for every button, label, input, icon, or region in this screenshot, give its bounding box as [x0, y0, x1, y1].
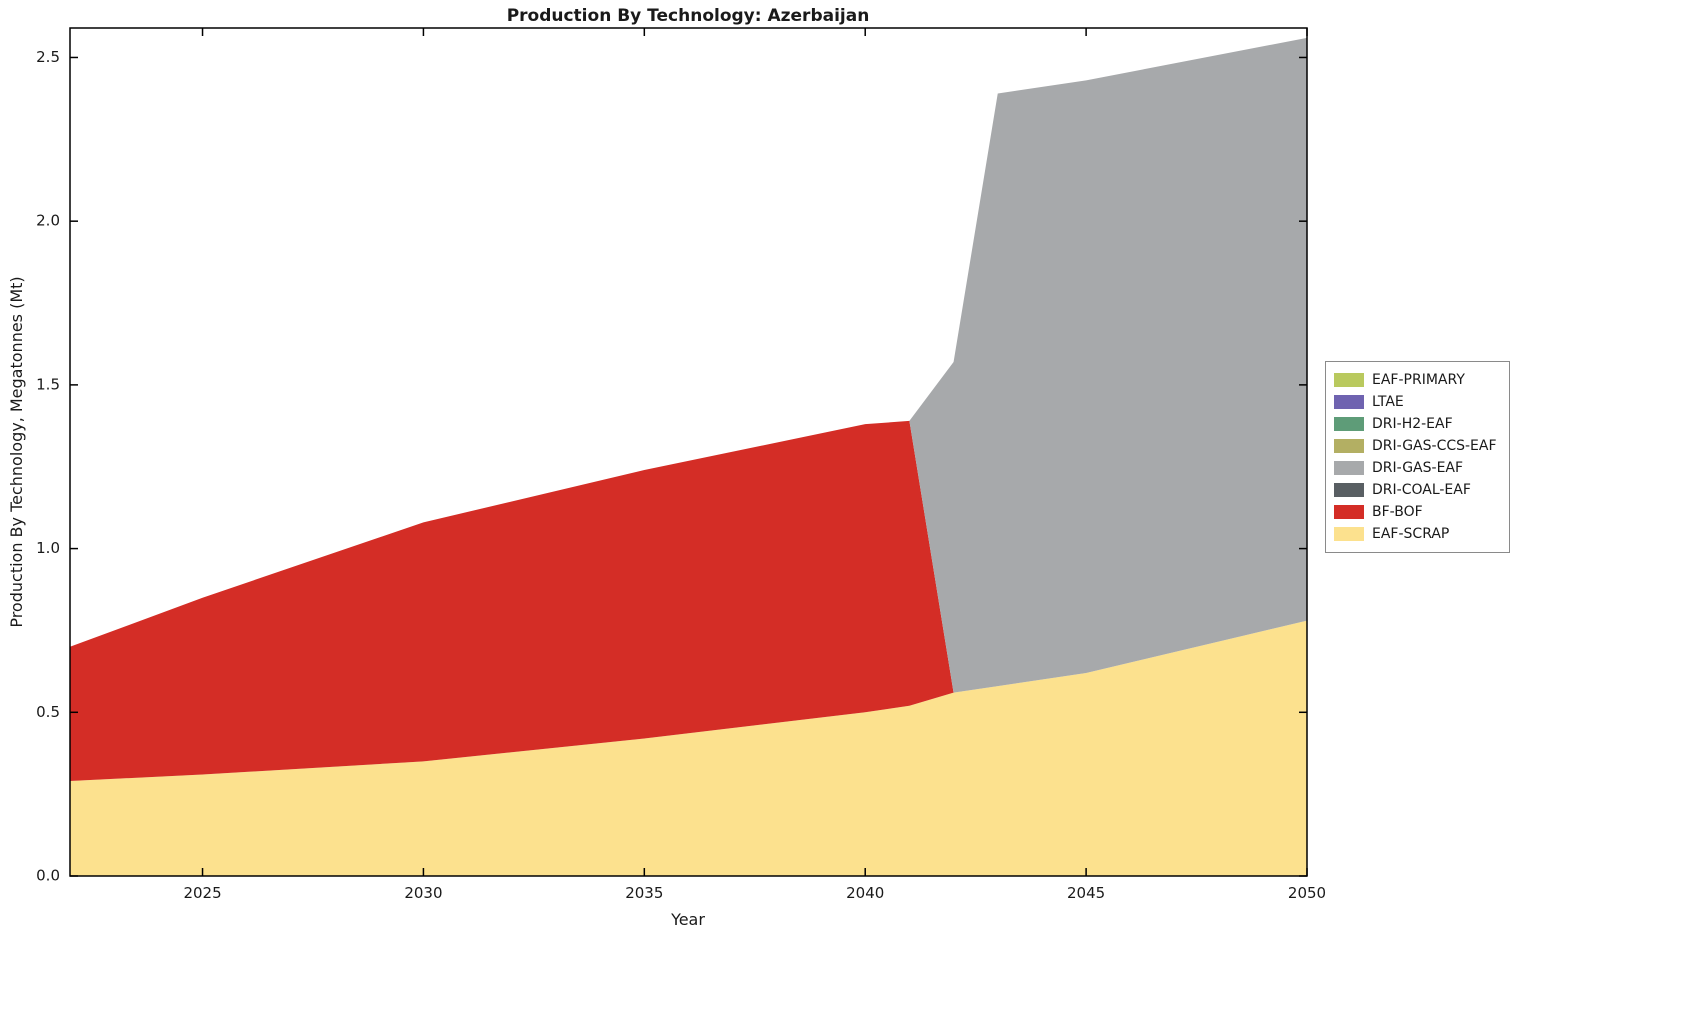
legend-item-dri-gas-eaf: DRI-GAS-EAF	[1334, 457, 1497, 479]
x-tick-label: 2040	[846, 884, 884, 902]
y-tick-label: 0.5	[36, 703, 60, 721]
x-tick-label: 2025	[183, 884, 221, 902]
legend-item-dri-h2-eaf: DRI-H2-EAF	[1334, 413, 1497, 435]
area-eaf-scrap	[70, 620, 1307, 876]
legend-swatch-dri-gas-eaf	[1334, 461, 1364, 475]
legend-label: DRI-COAL-EAF	[1372, 482, 1471, 498]
y-tick-label: 0.0	[36, 867, 60, 885]
legend-swatch-ltae	[1334, 395, 1364, 409]
legend-label: LTAE	[1372, 394, 1404, 410]
legend-item-ltae: LTAE	[1334, 391, 1497, 413]
legend-label: BF-BOF	[1372, 504, 1423, 520]
legend-item-dri-coal-eaf: DRI-COAL-EAF	[1334, 479, 1497, 501]
axes-box	[69, 27, 1308, 877]
x-tick-label: 2035	[625, 884, 663, 902]
legend-swatch-eaf-primary	[1334, 373, 1364, 387]
tick-labels: 2025 2030 2035 2040 2045 2050 0.0 0.5 1.0 1.5 2.0 2…	[36, 48, 1326, 902]
legend-label: DRI-GAS-CCS-EAF	[1372, 438, 1497, 454]
legend-swatch-bf-bof	[1334, 505, 1364, 519]
legend-item-bf-bof: BF-BOF	[1334, 501, 1497, 523]
area-dri-gas-eaf	[70, 37, 1307, 693]
y-tick-label: 2.0	[36, 212, 60, 230]
legend-label: DRI-GAS-EAF	[1372, 460, 1464, 476]
y-tick-label: 2.5	[36, 48, 60, 66]
legend: EAF-PRIMARY LTAE DRI-H2-EAF DRI-GAS-CCS-EAF…	[1325, 361, 1510, 553]
x-tick-label: 2045	[1067, 884, 1105, 902]
legend-label: DRI-H2-EAF	[1372, 416, 1453, 432]
x-axis-label: Year	[670, 910, 705, 929]
legend-swatch-dri-coal-eaf	[1334, 483, 1364, 497]
chart-title: Production By Technology: Azerbaijan	[507, 6, 870, 26]
legend-swatch-dri-h2-eaf	[1334, 417, 1364, 431]
area-bf-bof	[70, 420, 1307, 782]
y-tick-label: 1.5	[36, 375, 60, 393]
legend-swatch-dri-gas-ccs-eaf	[1334, 439, 1364, 453]
x-tick-label: 2050	[1288, 884, 1326, 902]
plot-areas	[70, 37, 1307, 876]
tick-marks	[70, 28, 1308, 877]
y-tick-label: 1.0	[36, 539, 60, 557]
legend-item-dri-gas-ccs-eaf: DRI-GAS-CCS-EAF	[1334, 435, 1497, 457]
legend-item-eaf-scrap: EAF-SCRAP	[1334, 523, 1497, 545]
y-axis-label: Production By Technology, Megatonnes (Mt…	[7, 276, 26, 627]
legend-item-eaf-primary: EAF-PRIMARY	[1334, 369, 1497, 391]
legend-swatch-eaf-scrap	[1334, 527, 1364, 541]
legend-label: EAF-PRIMARY	[1372, 372, 1465, 388]
x-tick-label: 2030	[404, 884, 442, 902]
legend-label: EAF-SCRAP	[1372, 526, 1450, 542]
